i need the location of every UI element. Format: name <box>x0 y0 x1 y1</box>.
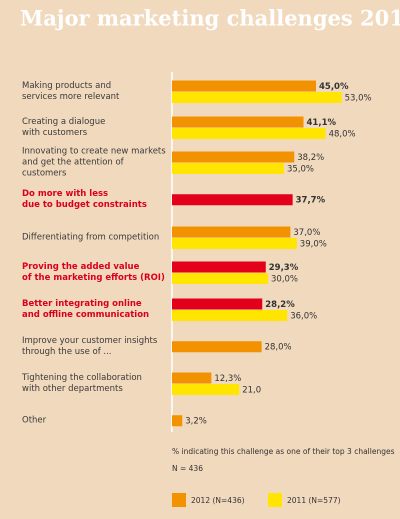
value-label: 21,0 <box>242 385 261 395</box>
bar <box>172 116 304 128</box>
bar <box>172 341 262 353</box>
value-label: 39,0% <box>300 239 327 249</box>
bar <box>172 261 266 273</box>
chart-title: Major marketing challenges 2012 <box>20 6 400 31</box>
value-label: 37,0% <box>293 228 320 238</box>
value-label: 53,0% <box>345 93 372 103</box>
value-label: 36,0% <box>290 311 317 321</box>
category-label: Better integrating online and offline co… <box>22 299 150 320</box>
n-label: N = 436 <box>172 464 203 473</box>
bar <box>172 128 326 139</box>
bar <box>172 226 291 238</box>
value-label: 28,0% <box>265 343 292 353</box>
category-label: Making products and services more releva… <box>22 81 120 102</box>
bar <box>172 310 288 321</box>
value-label: 30,0% <box>271 274 298 284</box>
value-label: 12,3% <box>214 374 241 384</box>
legend-label: 2012 (N=436) <box>191 496 245 505</box>
category-label: Innovating to create new markets and get… <box>22 146 166 179</box>
bar <box>172 415 183 427</box>
value-label: 28,2% <box>265 300 295 310</box>
category-label: Other <box>22 415 47 426</box>
category-label: Tightening the collaboration with other … <box>22 373 142 394</box>
category-label: Proving the added value of the marketing… <box>22 262 165 283</box>
note: % indicating this challenge as one of th… <box>172 447 395 456</box>
legend-label: 2011 (N=577) <box>287 496 341 505</box>
bar <box>172 372 212 384</box>
category-label: Creating a dialogue with customers <box>22 117 106 138</box>
bar <box>172 92 342 103</box>
bar <box>172 298 263 310</box>
bar <box>172 163 284 174</box>
bar <box>172 80 316 92</box>
bar <box>172 151 295 163</box>
legend-swatch <box>172 493 186 507</box>
value-label: 37,7% <box>296 196 326 206</box>
value-label: 45,0% <box>319 82 349 92</box>
value-label: 38,2% <box>297 153 324 163</box>
category-label: Differentiating from competition <box>22 232 160 243</box>
value-label: 35,0% <box>287 164 314 174</box>
legend-swatch <box>268 493 282 507</box>
value-label: 48,0% <box>329 129 356 139</box>
bar <box>172 384 240 395</box>
value-label: 3,2% <box>185 417 207 427</box>
category-label: Improve your customer insights through t… <box>22 336 158 357</box>
value-label: 41,1% <box>307 118 337 128</box>
value-label: 29,3% <box>269 263 299 273</box>
bar <box>172 238 297 249</box>
bar <box>172 273 268 284</box>
bar <box>172 194 293 206</box>
category-label: Do more with less due to budget constrai… <box>22 189 147 210</box>
